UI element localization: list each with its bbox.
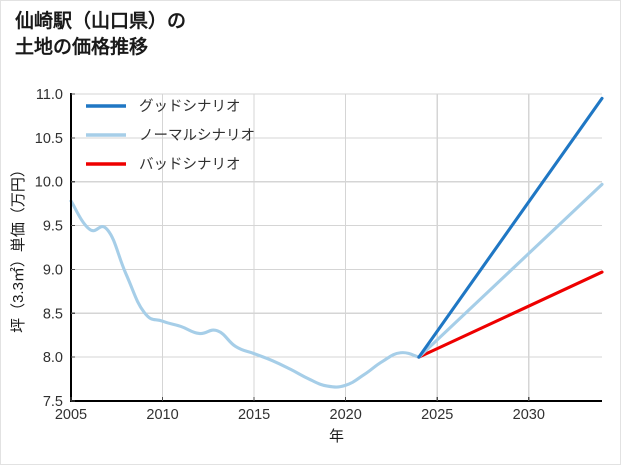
x-tick-label: 2030: [513, 407, 545, 423]
y-tick-label: 7.5: [43, 394, 63, 410]
series-line-グッドシナリオ: [417, 96, 604, 359]
legend-label-0: グッドシナリオ: [139, 98, 241, 115]
x-tick-label: 2005: [55, 407, 87, 423]
legend-label-2: バッドシナリオ: [139, 157, 241, 173]
page-title: 仙崎駅（山口県）の 土地の価格推移: [15, 11, 187, 58]
y-tick-label: 8.0: [43, 350, 63, 366]
x-tick-label: 2015: [238, 407, 270, 423]
y-tick-label: 8.5: [43, 306, 63, 322]
y-tick-label: 10.5: [35, 131, 63, 147]
y-tick-label: 11.0: [36, 87, 63, 103]
legend-label-1: ノーマルシナリオ: [139, 128, 255, 144]
series-line-バッドシナリオ: [417, 270, 604, 359]
x-tick-label: 2010: [146, 407, 178, 423]
series-line-実績（過去推移）: [69, 199, 421, 389]
x-axis-title: 年: [329, 428, 344, 445]
y-tick-label: 10.0: [35, 175, 63, 191]
y-tick-label: 9.5: [43, 219, 63, 235]
y-axis-title: 坪（3.3㎡）単価（万円）: [10, 162, 27, 333]
y-tick-label: 9.0: [43, 262, 63, 278]
x-tick-label: 2025: [421, 407, 453, 423]
series-line-ノーマルシナリオ: [417, 182, 604, 359]
x-tick-label: 2020: [330, 407, 362, 423]
